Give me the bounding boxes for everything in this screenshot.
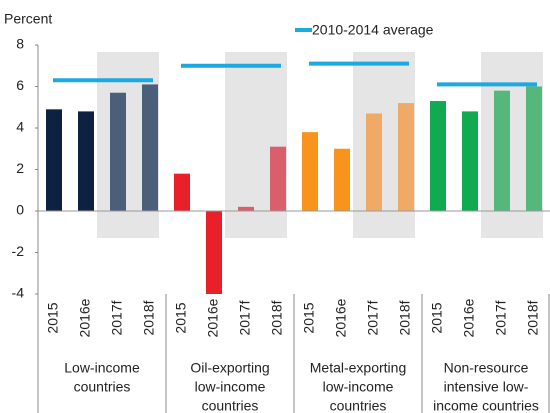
group-label: countries	[202, 398, 259, 413]
x-tick-label: 2018f	[397, 300, 413, 335]
x-tick-label: 2017f	[365, 300, 381, 335]
bar	[302, 132, 318, 211]
bar	[142, 84, 158, 211]
bar	[334, 148, 350, 211]
bar	[174, 173, 190, 211]
x-tick-label: 2017f	[237, 300, 253, 335]
x-tick-label: 2018f	[269, 300, 285, 335]
group-label: Metal-exporting	[310, 360, 407, 376]
group-label: low-income	[195, 379, 266, 395]
x-tick-label: 2015	[301, 302, 317, 333]
group-label: countries	[330, 398, 387, 413]
bar	[270, 146, 286, 211]
bar	[46, 109, 62, 211]
x-tick-label: 2016e	[205, 298, 221, 337]
x-tick-label: 2018f	[525, 300, 541, 335]
y-axis-label: Percent	[4, 11, 52, 27]
bar	[494, 90, 510, 211]
x-tick-label: 2016e	[461, 298, 477, 337]
x-tick-label: 2016e	[333, 298, 349, 337]
x-tick-label: 2015	[173, 302, 189, 333]
bar	[366, 113, 382, 211]
x-tick-label: 2015	[45, 302, 61, 333]
y-tick-label: 4	[16, 119, 24, 135]
bar	[78, 111, 94, 211]
y-tick-label: 0	[16, 202, 24, 218]
bar	[206, 211, 222, 294]
bar	[238, 206, 254, 211]
x-tick-label: 2018f	[141, 300, 157, 335]
bar	[430, 101, 446, 211]
x-tick-label: 2016e	[77, 298, 93, 337]
bars	[46, 84, 542, 294]
group-label: Non-resource	[444, 360, 529, 376]
group-label: low-income	[323, 379, 394, 395]
bar	[110, 92, 126, 211]
x-tick-label: 2015	[429, 302, 445, 333]
bar	[462, 111, 478, 211]
group-label: intensive low-	[444, 379, 529, 395]
group-label: income countries	[433, 398, 539, 413]
y-tick-label: 2	[16, 160, 24, 176]
group-label: Oil-exporting	[190, 360, 269, 376]
group-label: countries	[74, 379, 131, 395]
legend-label: 2010-2014 average	[312, 22, 434, 38]
y-tick-label: -2	[12, 243, 25, 259]
bar	[526, 86, 542, 211]
y-tick-label: -4	[12, 285, 25, 301]
x-tick-label: 2017f	[493, 300, 509, 335]
y-tick-label: 8	[16, 36, 24, 52]
group-label: Low-income	[64, 360, 140, 376]
y-tick-label: 6	[16, 77, 24, 93]
x-tick-label: 2017f	[109, 300, 125, 335]
bar	[398, 103, 414, 211]
